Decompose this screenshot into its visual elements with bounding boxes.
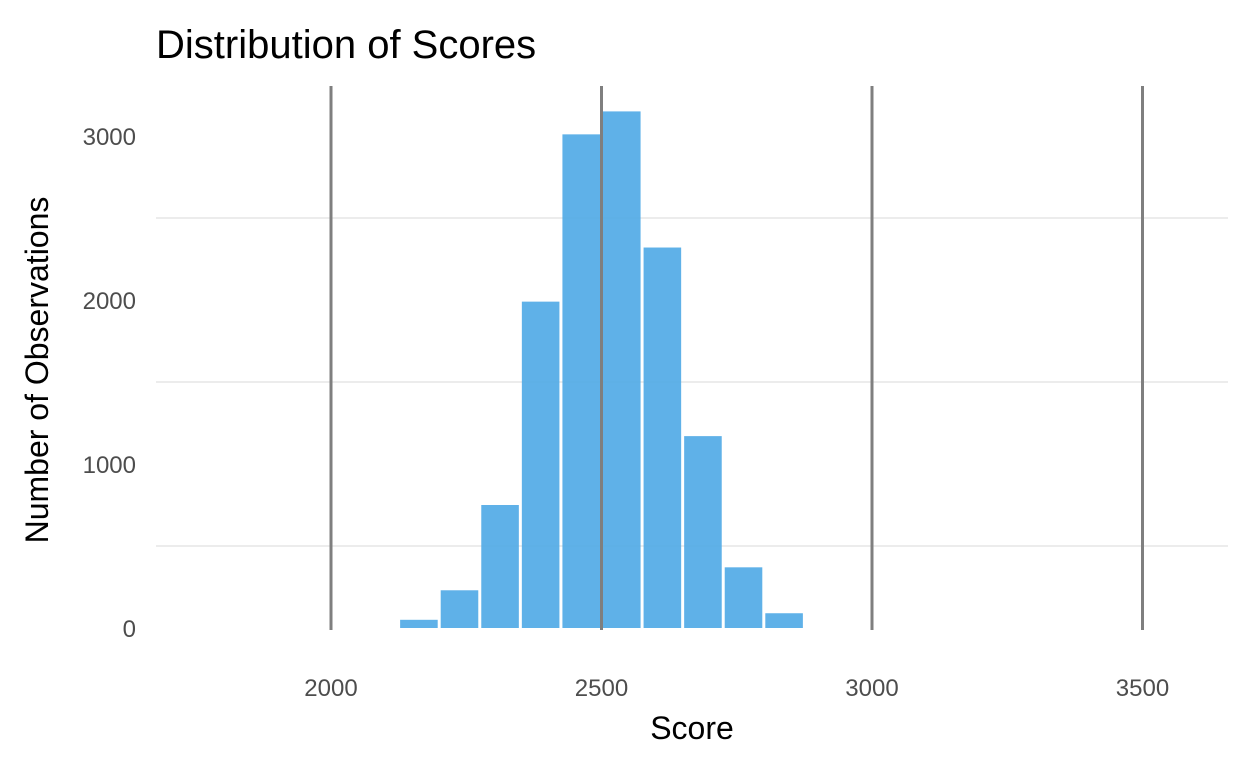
histogram-bar-3 xyxy=(481,505,519,628)
x-tick-label-2500: 2500 xyxy=(575,675,628,702)
histogram-bar-1 xyxy=(400,619,438,628)
x-tick-label-3500: 3500 xyxy=(1116,675,1169,702)
histogram-bar-10 xyxy=(765,613,803,628)
histogram-bar-5 xyxy=(562,134,600,629)
x-axis-title: Score xyxy=(650,710,734,746)
histogram-bar-7 xyxy=(643,247,682,628)
x-tick-label-2000: 2000 xyxy=(304,675,357,702)
y-tick-label-3000: 3000 xyxy=(83,124,136,151)
y-tick-label-2000: 2000 xyxy=(83,288,136,315)
histogram-bar-4 xyxy=(521,301,560,628)
y-axis-ticks: 0 1000 2000 3000 xyxy=(83,124,136,643)
histogram-bar-6 xyxy=(603,111,641,628)
bars-layer xyxy=(400,111,803,629)
y-tick-label-0: 0 xyxy=(123,616,136,643)
reference-lines-layer xyxy=(329,86,1144,630)
histogram-bar-9 xyxy=(724,567,763,628)
x-axis-ticks: 2000 2500 3000 3500 xyxy=(304,675,1169,702)
chart-title: Distribution of Scores xyxy=(156,23,536,67)
histogram-bar-2 xyxy=(440,590,479,628)
x-tick-label-3000: 3000 xyxy=(845,675,898,702)
y-tick-label-1000: 1000 xyxy=(83,452,136,479)
y-axis-title: Number of Observations xyxy=(19,197,55,544)
histogram-bar-8 xyxy=(684,436,722,628)
